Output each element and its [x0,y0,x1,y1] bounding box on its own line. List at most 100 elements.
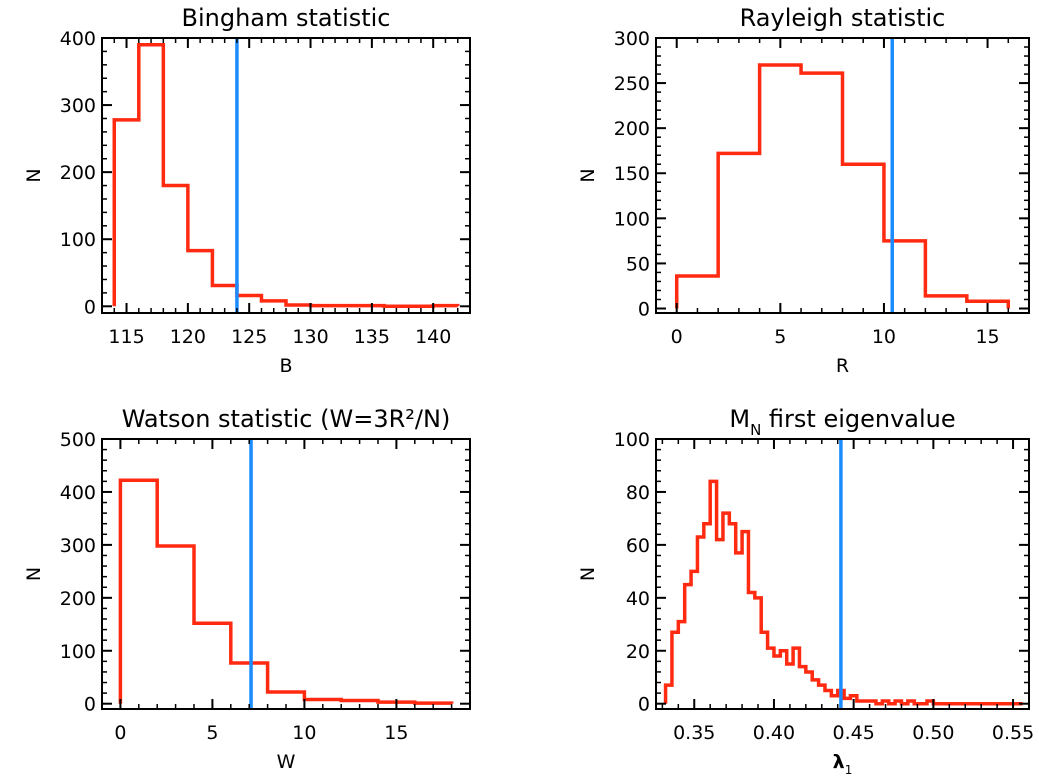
histogram-series [663,479,1023,706]
chart-panel-3: 0 5 10 15 0 100 200 300 400 500 Watson statistic (… [23,405,471,773]
y-tick-label: 200 [60,588,96,610]
histogram-series [674,63,1011,309]
y-tick-label: 0 [84,694,96,716]
plot-frame [655,438,1030,710]
chart-title: Rayleigh statistic [740,4,946,32]
y-tick-label: 300 [614,28,650,50]
histogram-bar [311,306,336,307]
y-tick-label: 200 [614,118,650,140]
histogram-bar [863,701,869,704]
histogram-bar [870,701,876,704]
histogram-bar [831,696,837,704]
histogram-bar [925,296,966,309]
y-axis-label: N [577,168,599,182]
y-tick-label: 400 [60,28,96,50]
y-tick-label: 60 [626,535,650,557]
histogram-bar [780,651,786,704]
histogram-bar [843,164,884,308]
chart-title: Watson statistic (W=3R²/N) [122,405,451,433]
histogram-bar [718,153,759,308]
x-tick-label: 5 [206,722,218,744]
x-axis-label: W [277,751,296,773]
histogram-bar [433,306,458,307]
x-tick-label: 0.35 [673,722,715,744]
histogram-bar [760,65,801,308]
y-tick-label: 200 [60,162,96,184]
histogram-bar [819,685,825,704]
x-tick-label: 15 [384,722,408,744]
histogram-bar [799,667,805,704]
histogram-bar [341,701,378,704]
histogram-bar [188,251,213,307]
histogram-bar [736,553,742,704]
y-tick-label: 0 [638,298,650,320]
y-tick-label: 150 [614,163,650,185]
chart-panel-4: 0.35 0.40 0.45 0.50 0.55 0 20 40 60 80 100 MN first… [577,405,1034,777]
x-tick-label: 0 [114,722,126,744]
histogram-bar [806,672,812,704]
histogram-bar [678,622,684,704]
histogram-bar [857,701,863,704]
y-tick-label: 40 [626,588,650,610]
x-tick-label: 120 [170,326,206,348]
histogram-bar [793,648,799,704]
chart-title: Bingham statistic [182,4,391,32]
y-tick-label: 300 [60,95,96,117]
histogram-bar [666,685,672,704]
y-axis-label: N [577,567,599,581]
histogram-bar [717,540,723,704]
y-tick-label: 100 [614,208,650,230]
histogram-bar [163,186,188,307]
x-tick-label: 10 [292,722,316,744]
histogram-bar [677,276,718,308]
x-tick-label: 135 [354,326,390,348]
histogram-bar [812,680,818,704]
histogram-bar [157,546,194,704]
histogram-bar [286,305,311,306]
histogram-bar [261,301,286,306]
histogram-bar [697,537,703,704]
histogram-bar [825,690,831,703]
histogram-bar [194,623,231,703]
histogram-bar [672,632,678,703]
histogram-bar [685,585,691,704]
y-tick-label: 300 [60,535,96,557]
y-tick-label: 100 [60,229,96,251]
x-axis-label: λ1 [833,751,853,777]
y-tick-label: 250 [614,73,650,95]
histogram-bar [723,513,729,704]
y-tick-label: 0 [638,694,650,716]
x-tick-label: 15 [975,326,999,348]
histogram-bar [304,699,341,703]
histogram-bar [415,703,452,704]
histogram-bar [231,663,268,704]
histogram-bar [139,45,164,307]
y-tick-label: 50 [626,253,650,275]
histogram-bar [742,532,748,704]
histogram-bar [114,120,139,306]
histogram-bar [704,524,710,704]
histogram-bar [801,73,842,308]
histogram-bar [335,306,360,307]
x-tick-label: 130 [292,326,328,348]
y-tick-label: 0 [84,296,96,318]
y-tick-label: 100 [60,641,96,663]
x-tick-label: 0 [671,326,683,348]
x-tick-label: 125 [231,326,267,348]
histogram-bar [268,692,305,704]
chart-title: MN first eigenvalue [729,405,955,439]
x-tick-label: 115 [108,326,144,348]
histogram-bar [844,698,850,703]
histogram-bar [691,571,697,703]
y-tick-label: 80 [626,482,650,504]
histogram-bar [768,648,774,704]
histogram-bar [120,480,157,703]
histogram-bar [774,656,780,704]
y-tick-label: 400 [60,482,96,504]
x-tick-label: 0.50 [912,722,954,744]
histogram-bar [729,524,735,704]
y-tick-label: 100 [614,429,650,451]
x-tick-label: 140 [415,326,451,348]
